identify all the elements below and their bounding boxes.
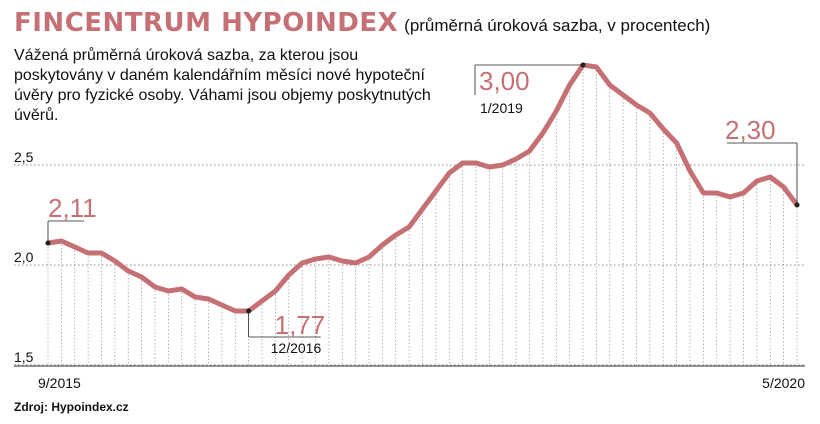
annotation-date-label: 1/2019 [480, 100, 523, 116]
chart-subtitle: (průměrná úroková sazba, v procentech) [404, 16, 711, 35]
annotation-dot [45, 240, 51, 246]
annotation-dot [580, 62, 586, 68]
y-tick-label: 2,0 [14, 249, 34, 265]
source-note: Zdroj: Hypoindex.cz [14, 400, 129, 414]
x-tick-label: 5/2020 [762, 375, 805, 391]
annotation-dot [794, 202, 800, 208]
chart-description: Vážená průměrná úroková sazba, za kterou… [14, 47, 431, 124]
annotation-value-label: 2,30 [725, 115, 776, 145]
chart-title: FINCENTRUM HYPOINDEX [14, 8, 399, 38]
annotation-value-label: 2,11 [48, 193, 97, 223]
annotation-dot [246, 308, 252, 314]
annotation-value-label: 1,77 [275, 310, 326, 340]
y-tick-label: 2,5 [14, 149, 34, 165]
series-line [45, 62, 800, 314]
annotation-value-label: 3,00 [479, 66, 530, 96]
x-tick-label: 9/2015 [38, 375, 81, 391]
annotation-date-label: 12/2016 [271, 340, 322, 356]
y-tick-label: 1,5 [14, 349, 34, 365]
title-block: FINCENTRUM HYPOINDEX (průměrná úroková sa… [14, 8, 710, 38]
